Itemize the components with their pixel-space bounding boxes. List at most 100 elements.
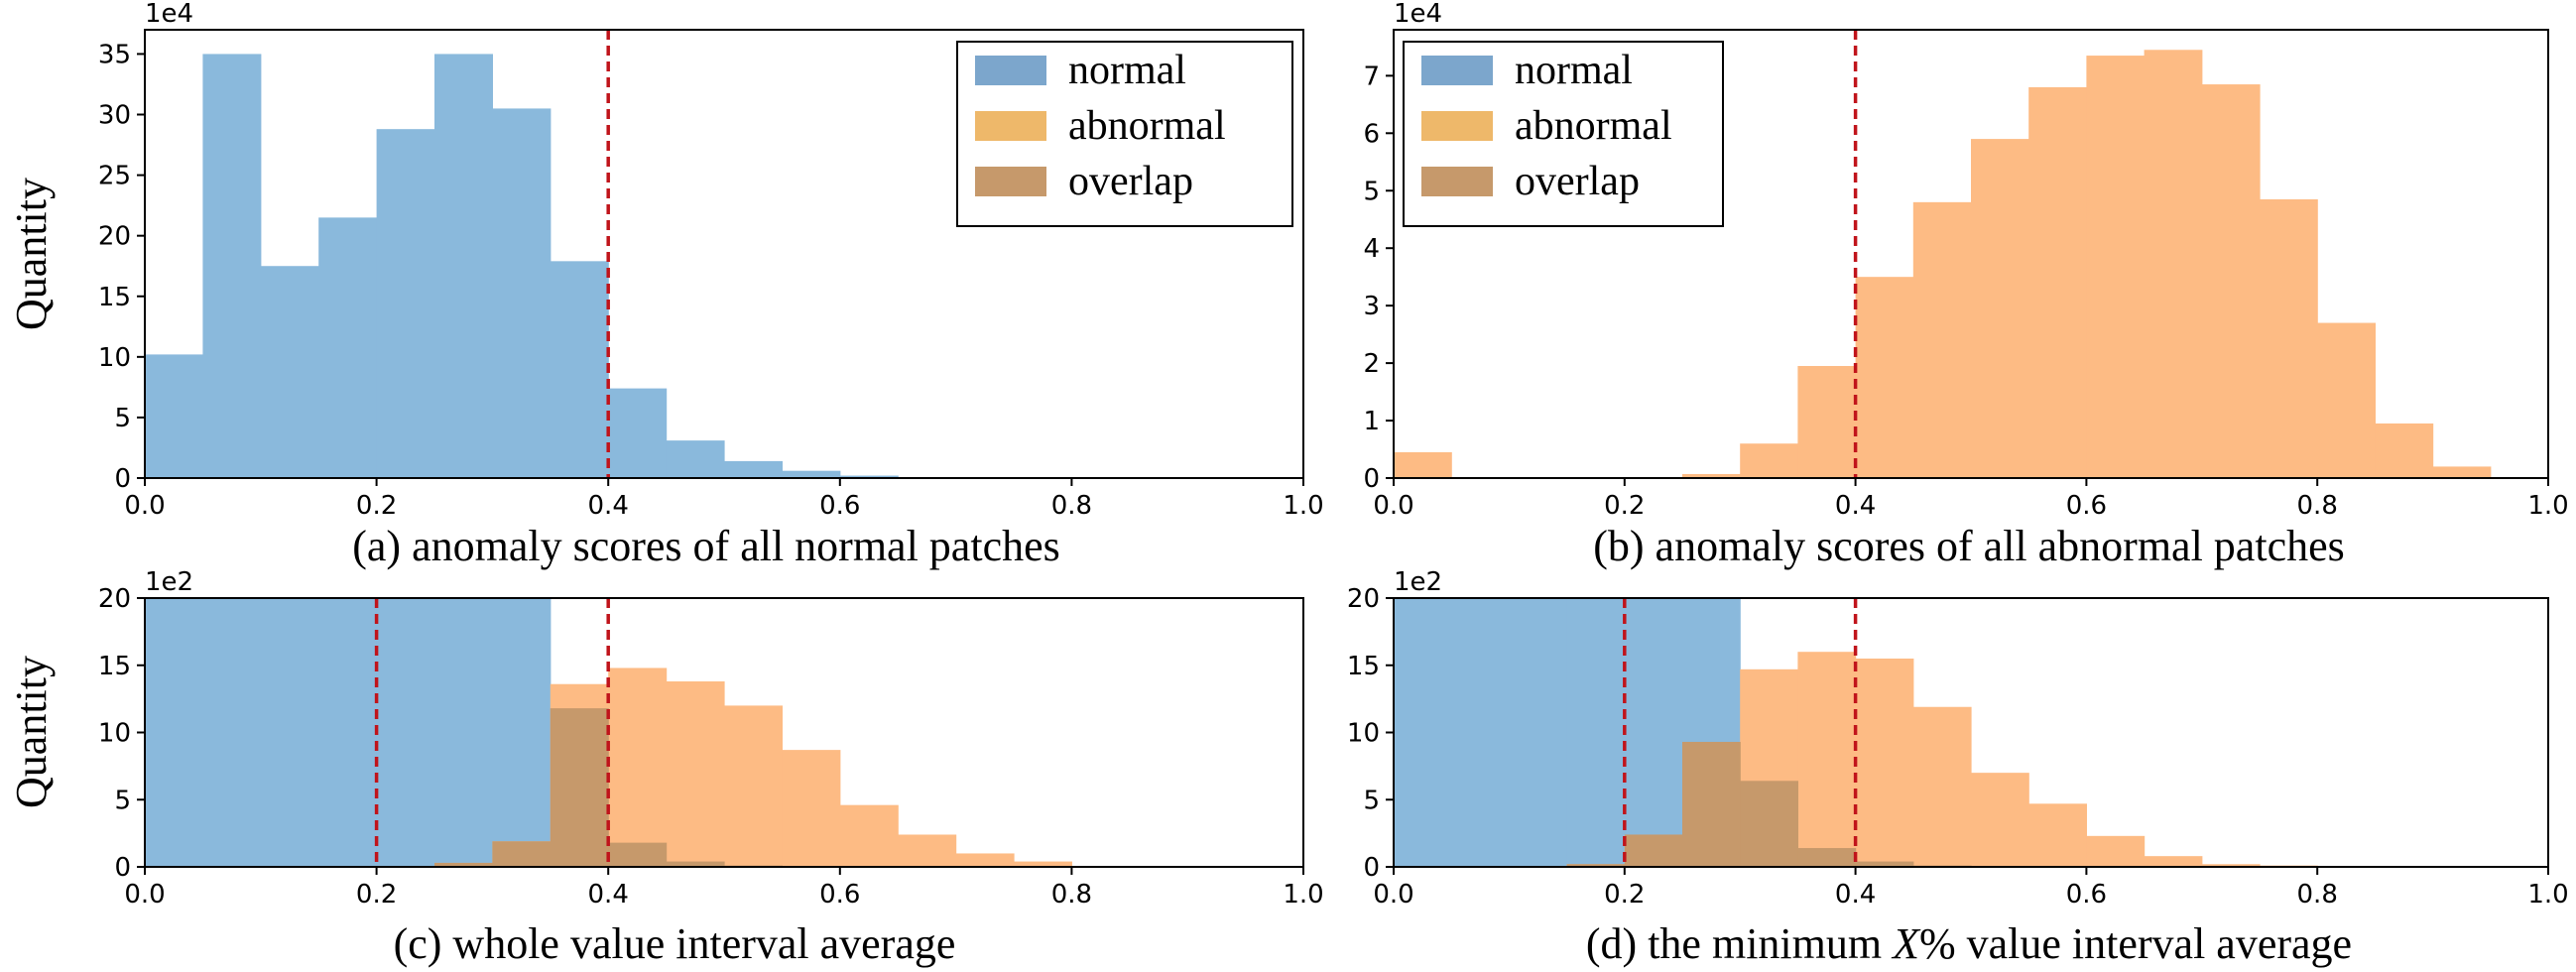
panel-b-y-tick-label-3: 3 <box>1363 292 1380 321</box>
panel-b-bar-abnormal-15 <box>2260 198 2318 478</box>
panel-d-bars <box>1394 598 2318 867</box>
panel-d-bar-abnormal-14 <box>2201 864 2261 867</box>
panel-b-bars <box>1394 50 2492 479</box>
panel-d-bar-abnormal-8 <box>1855 658 1914 867</box>
panel-b-legend-label-normal: normal <box>1515 48 1633 93</box>
panel-b-bar-abnormal-10 <box>1971 139 2029 478</box>
panel-c-y-tick-label-4: 20 <box>98 584 131 614</box>
panel-d-bar-abnormal-12 <box>2086 835 2146 867</box>
panel-d-x-tick-label-2: 0.4 <box>1835 880 1876 910</box>
panel-c-bars <box>145 598 1072 867</box>
panel-b-legend-label-overlap: overlap <box>1515 159 1640 204</box>
panel-a-bar-normal-4 <box>376 129 435 478</box>
panel-c-bar-abnormal-11 <box>782 750 841 867</box>
panel-c-bar-normal-4 <box>376 598 435 867</box>
panel-b-axes-frame <box>1393 29 2549 479</box>
panel-b-caption: (b) anomaly scores of all abnormal patch… <box>1593 522 2345 570</box>
panel-c-x-tick-label-2: 0.4 <box>588 880 629 910</box>
panel-d-bar-overlap-7 <box>1797 848 1857 867</box>
panel-a-y-ticks: 0 5 10 15 20 25 30 35 <box>98 40 145 494</box>
panel-b-y-tick-label-6: 6 <box>1363 119 1380 149</box>
panel-d-y-tick-label-3: 15 <box>1347 652 1380 681</box>
panel-d-bar-abnormal-10 <box>1971 773 2029 867</box>
panel-a-legend-label-abnormal: abnormal <box>1068 103 1226 149</box>
panel-a-legend-label-overlap: overlap <box>1068 159 1193 204</box>
panel-b-y-tick-label-4: 4 <box>1363 234 1380 264</box>
panel-b-bar-abnormal-11 <box>2028 86 2087 478</box>
panel-d-bar-overlap-6 <box>1740 781 1798 867</box>
panel-b-y-exponent: 1e4 <box>1394 0 1442 29</box>
panel-a-bar-normal-5 <box>434 54 493 478</box>
panel-c-threshold-lines <box>374 598 610 867</box>
panel-d-bar-normal-2 <box>1509 598 1568 867</box>
panel-a-bar-normal-7 <box>550 261 609 478</box>
panel-a-bar-normal-2 <box>260 266 319 478</box>
panel-d-bar-abnormal-13 <box>2144 856 2203 867</box>
panel-d-caption-prefix: (d) the minimum <box>1586 919 1893 968</box>
panel-b-legend-swatch-abnormal <box>1421 111 1493 141</box>
panel-a-x-tick-label-2: 0.4 <box>588 491 629 521</box>
panel-b-x-tick-label-5: 1.0 <box>2527 491 2568 521</box>
panel-b-x-tick-label-3: 0.6 <box>2066 491 2107 521</box>
panel-b-legend-swatch-overlap <box>1421 167 1493 196</box>
panel-d-caption: (d) the minimum X% value interval averag… <box>1586 919 2352 968</box>
panel-b-y-tick-label-5: 5 <box>1363 177 1380 206</box>
panel-c-bar-normal-0 <box>145 598 203 867</box>
panel-d-caption-variable: X <box>1891 919 1921 968</box>
panel-a-bars <box>145 54 899 479</box>
panel-d-bar-overlap-5 <box>1682 741 1741 867</box>
panel-c-bar-overlap-9 <box>666 861 725 867</box>
panel-c-y-tick-label-3: 15 <box>98 652 131 681</box>
panel-d-bar-abnormal-7 <box>1797 652 1857 867</box>
panel-a-x-tick-label-4: 0.8 <box>1051 491 1092 521</box>
panel-d-x-tick-label-0: 0.0 <box>1373 880 1413 910</box>
panel-a-y-tick-label-2: 10 <box>98 343 131 373</box>
panel-b-bar-abnormal-18 <box>2432 466 2492 478</box>
panel-b-bar-abnormal-6 <box>1740 443 1798 478</box>
panel-a-x-tick-label-5: 1.0 <box>1283 491 1323 521</box>
panel-a-legend: normal abnormal overlap <box>956 41 1293 227</box>
panel-a-legend-swatch-abnormal <box>975 111 1046 141</box>
panel-c-bar-abnormal-13 <box>898 834 957 867</box>
panel-d-bar-abnormal-11 <box>2028 803 2087 867</box>
panel-c-caption: (c) whole value interval average <box>394 919 956 968</box>
panel-c-y-tick-label-0: 0 <box>114 853 131 883</box>
panel-a-y-tick-label-4: 20 <box>98 222 131 252</box>
panel-c-bar-normal-1 <box>202 598 262 867</box>
panel-a-y-tick-label-6: 30 <box>98 101 131 131</box>
panel-b-bar-abnormal-5 <box>1682 473 1741 478</box>
panel-c-bar-normal-5 <box>434 598 493 867</box>
panel-c-bar-abnormal-10 <box>724 705 783 867</box>
panel-b-y-tick-label-2: 2 <box>1363 349 1380 379</box>
panel-c-x-tick-label-5: 1.0 <box>1283 880 1323 910</box>
panel-c-bar-normal-3 <box>318 598 378 867</box>
panel-d-bar-abnormal-9 <box>1912 706 1972 867</box>
panel-a-bar-normal-8 <box>608 388 668 478</box>
panel-a-legend-swatch-normal <box>975 56 1046 85</box>
panel-b-y-ticks: 0 1 2 3 4 5 6 7 <box>1363 61 1394 494</box>
panel-b-y-tick-label-0: 0 <box>1363 464 1380 494</box>
panel-b-y-tick-label-1: 1 <box>1363 407 1380 436</box>
panel-b-bar-abnormal-8 <box>1855 277 1914 478</box>
panel-a-legend-label-normal: normal <box>1068 48 1186 93</box>
panel-b-bar-abnormal-14 <box>2201 84 2261 479</box>
panel-d: 0.0 0.2 0.4 0.6 0.8 1.0 0 5 10 15 20 1e2 (d) the … <box>1347 567 2569 968</box>
panel-d-bar-normal-3 <box>1566 598 1626 867</box>
panel-c-x-tick-label-1: 0.2 <box>356 880 397 910</box>
panel-b-bar-abnormal-12 <box>2086 56 2146 478</box>
panel-b-legend-label-abnormal: abnormal <box>1515 103 1672 149</box>
panel-b-x-tick-label-1: 0.2 <box>1604 491 1645 521</box>
panel-c-bar-overlap-6 <box>492 841 552 867</box>
panel-b-bar-abnormal-13 <box>2144 50 2203 479</box>
panel-d-threshold-lines <box>1623 598 1858 867</box>
panel-a-y-tick-label-0: 0 <box>114 464 131 494</box>
panel-a-bar-normal-6 <box>492 108 552 479</box>
panel-a-bar-normal-1 <box>202 54 262 478</box>
panel-d-bar-normal-0 <box>1394 598 1452 867</box>
panel-c-x-tick-label-3: 0.6 <box>819 880 860 910</box>
panel-b-x-tick-label-2: 0.4 <box>1835 491 1876 521</box>
panel-b-bar-abnormal-9 <box>1912 201 1972 478</box>
panel-a-x-tick-label-0: 0.0 <box>124 491 165 521</box>
panel-c-y-axis-label: Quantity <box>7 656 56 808</box>
panel-c-y-ticks: 0 5 10 15 20 <box>98 584 145 883</box>
